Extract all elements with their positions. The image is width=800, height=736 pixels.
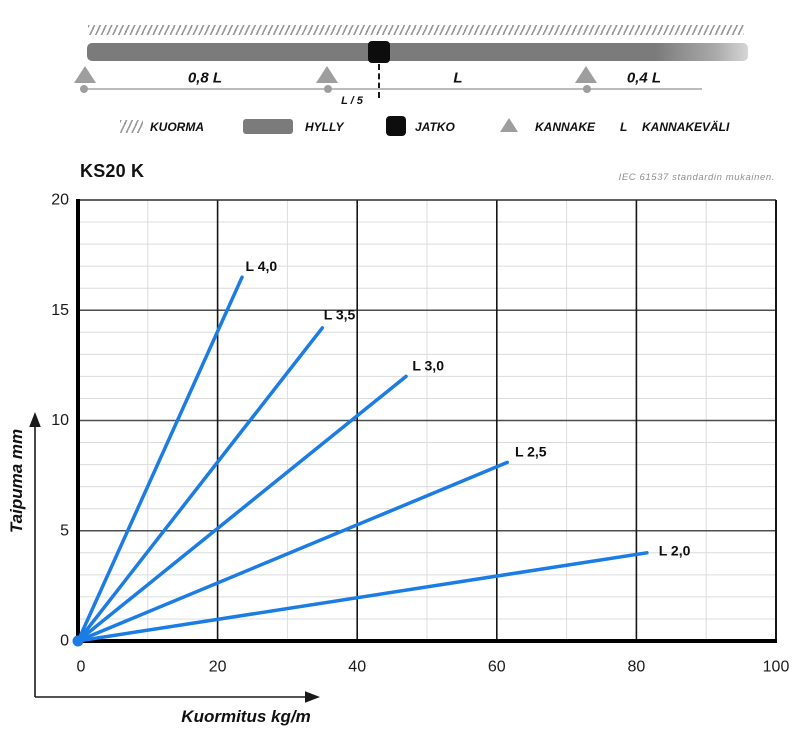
support-triangle-icon (316, 66, 338, 83)
x-tick-label: 60 (488, 659, 506, 676)
series-layer: L 4,0 L 3,5 L 3,0 L 2,5 L 2,0 (72, 258, 691, 647)
series-label: L 3,0 (412, 357, 444, 373)
kannake-triangle-icon (500, 118, 518, 132)
support-dot-icon (324, 85, 332, 93)
load-hatch-icon (88, 25, 744, 35)
tray-beam-icon (87, 43, 748, 61)
joint-offset-label: L / 5 (341, 95, 363, 107)
page-title: KS20 K (80, 161, 145, 181)
tick-layer: 0 5 10 15 20 0 20 40 60 80 100 (51, 192, 789, 676)
legend-label-kuorma: KUORMA (150, 120, 204, 134)
y-tick-label: 20 (51, 192, 69, 209)
series-label: L 3,5 (324, 307, 356, 323)
support-dot-icon (80, 85, 88, 93)
x-tick-label: 80 (628, 659, 646, 676)
y-tick-label: 15 (51, 302, 69, 319)
series-label: L 4,0 (246, 258, 278, 274)
support-dot-icon (583, 85, 591, 93)
x-tick-label: 100 (763, 659, 790, 676)
standard-note: IEC 61537 standardin mukainen. (618, 172, 775, 183)
span-label-L: L (453, 69, 463, 87)
kuorma-hatch-icon (120, 120, 143, 133)
series-line (76, 460, 510, 643)
grid-layer (76, 199, 777, 643)
origin-dot-icon (72, 635, 84, 647)
jatko-swatch-icon (386, 116, 406, 136)
dimension-line (84, 88, 702, 90)
legend-label-jatko: JATKO (415, 120, 455, 134)
legend-label-kannakevali: KANNAKEVÄLI (642, 120, 730, 134)
support-triangle-icon (575, 66, 597, 83)
joint-square-icon (368, 41, 390, 63)
y-axis-title: Taipuma mm (7, 429, 26, 533)
series-line (76, 275, 244, 643)
y-tick-label: 10 (51, 412, 69, 429)
hylly-swatch-icon (243, 119, 293, 134)
x-axis-title: Kuormitus kg/m (181, 707, 310, 726)
series-label: L 2,5 (515, 443, 547, 459)
y-tick-label: 0 (60, 633, 69, 650)
x-axis-arrow-icon (35, 691, 320, 703)
span-label-04L: 0,4 L (626, 69, 662, 87)
y-axis-arrow-icon (29, 412, 41, 697)
series-line (76, 326, 325, 643)
legend-symbol-L: L (620, 120, 628, 134)
legend-label-kannake: KANNAKE (535, 120, 595, 134)
support-triangle-icon (74, 66, 96, 83)
legend-label-hylly: HYLLY (305, 120, 344, 134)
series-line (76, 551, 649, 643)
x-tick-label: 0 (77, 659, 86, 676)
y-tick-label: 5 (60, 522, 69, 539)
span-label-08L: 0,8 L (187, 69, 223, 87)
joint-dashed-line (378, 64, 380, 98)
series-label: L 2,0 (659, 543, 691, 559)
series-line (76, 374, 408, 643)
x-tick-label: 40 (348, 659, 366, 676)
x-tick-label: 20 (209, 659, 227, 676)
